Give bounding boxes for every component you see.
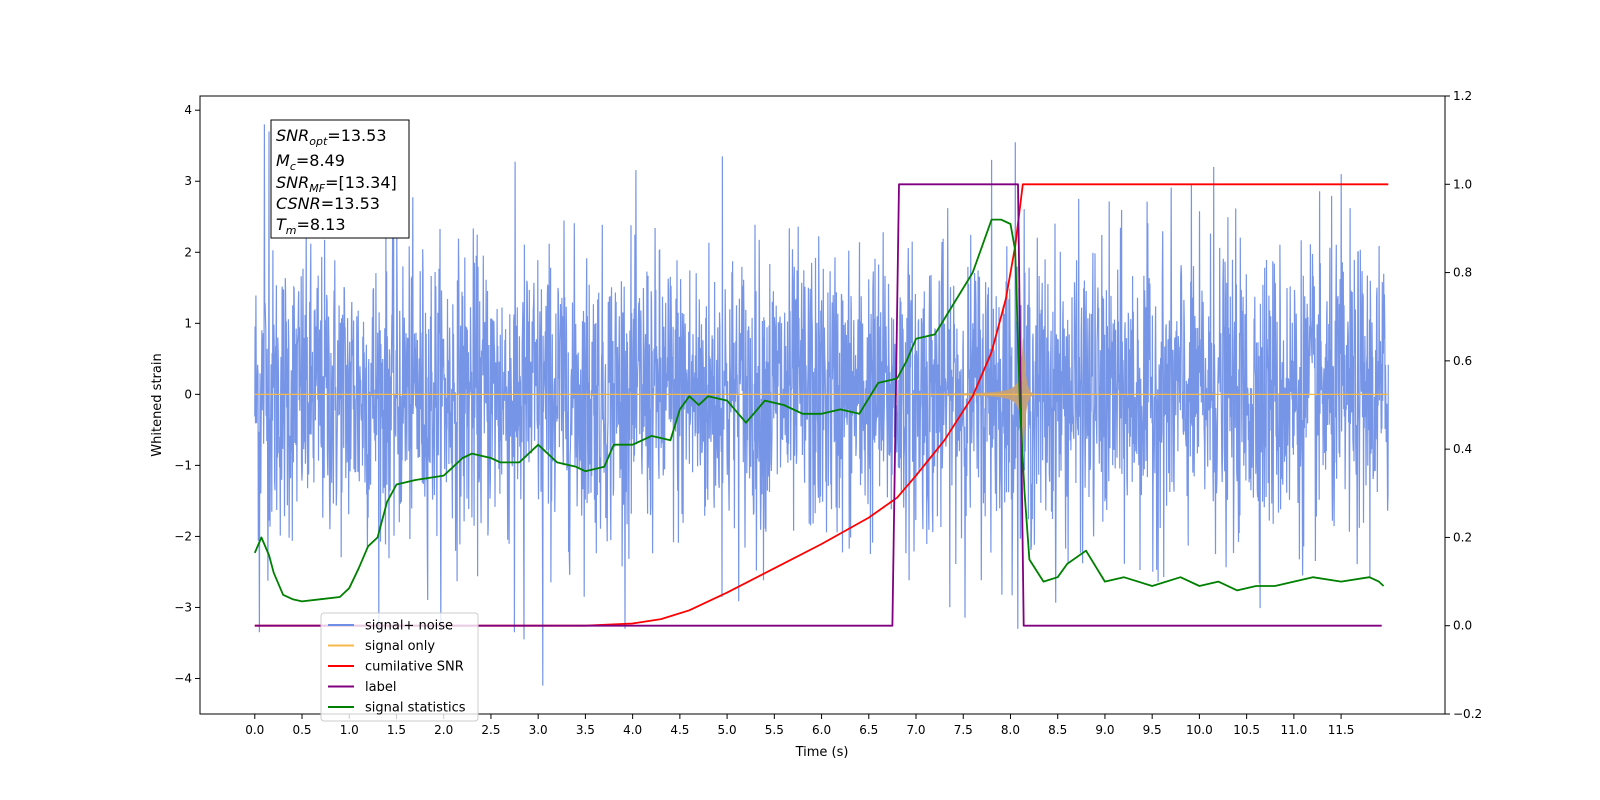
snr-opt-value: =13.53 <box>327 126 386 145</box>
mc-value: =8.49 <box>296 151 345 170</box>
plot-area <box>199 95 1446 715</box>
x-tick-label: 5.5 <box>765 723 784 737</box>
series-signal-only <box>254 336 1389 452</box>
x-tick-label: 2.5 <box>481 723 500 737</box>
x-tick-label: 4.5 <box>670 723 689 737</box>
legend-label: signal statistics <box>365 701 466 716</box>
x-tick-label: 5.0 <box>718 723 737 737</box>
legend: signal+ noise signal only cumilative SNR la… <box>320 612 479 722</box>
annotation-frame <box>270 119 410 239</box>
y-left-tick-label: 3 <box>184 174 192 188</box>
x-tick-label: 1.5 <box>387 723 406 737</box>
x-tick-label: 3.5 <box>576 723 595 737</box>
x-tick-label: 10.5 <box>1233 723 1260 737</box>
x-tick-label: 11.0 <box>1281 723 1308 737</box>
annotation-csnr: CSNR=13.53 <box>276 194 380 213</box>
x-tick-label: 0.5 <box>292 723 311 737</box>
x-tick-label: 6.5 <box>859 723 878 737</box>
y-left-tick-label: 2 <box>184 245 192 259</box>
series-signal-noise <box>254 124 1389 686</box>
y-right-tick-label: −0.2 <box>1453 707 1482 721</box>
snr-opt-sub: opt <box>309 135 328 148</box>
csnr-value: =13.53 <box>321 194 380 213</box>
x-tick-label: 8.5 <box>1048 723 1067 737</box>
x-tick-label: 7.0 <box>906 723 925 737</box>
annotation-mc: Mc=8.49 <box>276 151 345 173</box>
legend-label: signal+ noise <box>365 619 453 634</box>
x-tick-label: 10.0 <box>1186 723 1213 737</box>
y-axis-left-ticks: −4 −3 −2 −1 0 1 2 3 4 <box>174 103 200 685</box>
x-axis-ticks: 0.0 0.5 1.0 1.5 2.0 2.5 3.0 3.5 4.0 4.5 5.0 5.5 6.0 6… <box>245 714 1354 737</box>
tm-sub: m <box>286 224 297 237</box>
y-right-tick-label: 1.0 <box>1453 177 1472 191</box>
x-tick-label: 11.5 <box>1328 723 1355 737</box>
csnr-base: CSNR <box>276 194 321 213</box>
x-tick-label: 9.0 <box>1095 723 1114 737</box>
annotation-snr-opt: SNRopt=13.53 <box>276 126 387 148</box>
y-right-tick-label: 0.8 <box>1453 266 1472 280</box>
annotation-tm: Tm=8.13 <box>276 215 346 237</box>
x-tick-label: 3.0 <box>529 723 548 737</box>
annotation-snr-mf: SNRMF=[13.34] <box>276 173 397 195</box>
x-tick-label: 6.0 <box>812 723 831 737</box>
tm-value: =8.13 <box>297 215 346 234</box>
signal-statistics-line <box>253 218 1385 603</box>
noise-line <box>254 124 1389 686</box>
x-tick-label: 7.5 <box>954 723 973 737</box>
right-axis-series <box>253 183 1389 627</box>
legend-label: signal only <box>365 639 435 654</box>
y-right-tick-label: 0.2 <box>1453 530 1472 544</box>
mc-sub: c <box>290 160 296 173</box>
x-tick-label: 0.0 <box>245 723 264 737</box>
annotation-box: SNRopt=13.53 Mc=8.49 SNRMF=[13.34] CSNR=… <box>270 119 410 239</box>
y-axis-left-label: Whitened strain <box>150 353 165 456</box>
x-tick-label: 1.0 <box>340 723 359 737</box>
legend-frame <box>320 612 479 722</box>
y-left-tick-label: −3 <box>174 600 192 614</box>
y-left-tick-label: 4 <box>184 103 192 117</box>
x-axis-label: Time (s) <box>795 745 849 760</box>
legend-label: label <box>365 680 396 695</box>
mc-base: M <box>276 151 290 170</box>
y-left-tick-label: 0 <box>184 387 192 401</box>
y-left-tick-label: −2 <box>174 529 192 543</box>
y-axis-right-ticks: −0.2 0.0 0.2 0.4 0.6 0.8 1.0 1.2 <box>1445 89 1482 721</box>
tm-base: T <box>276 215 287 234</box>
y-right-tick-label: 0.0 <box>1453 619 1472 633</box>
label-line <box>254 183 1382 627</box>
legend-label: cumilative SNR <box>365 660 464 675</box>
snr-mf-base: SNR <box>276 173 309 192</box>
x-tick-label: 4.0 <box>623 723 642 737</box>
cumulative-snr-line <box>254 183 1389 627</box>
x-tick-label: 8.0 <box>1001 723 1020 737</box>
snr-opt-base: SNR <box>276 126 309 145</box>
y-right-tick-label: 0.6 <box>1453 354 1472 368</box>
y-right-tick-label: 1.2 <box>1453 89 1472 103</box>
y-left-tick-label: −4 <box>174 671 192 685</box>
plot-frame <box>199 95 1446 715</box>
y-left-tick-label: −1 <box>174 458 192 472</box>
snr-mf-sub: MF <box>309 182 325 195</box>
x-tick-label: 2.0 <box>434 723 453 737</box>
y-right-tick-label: 0.4 <box>1453 442 1472 456</box>
x-tick-label: 9.5 <box>1143 723 1162 737</box>
y-left-tick-label: 1 <box>184 316 192 330</box>
snr-mf-value: =[13.34] <box>325 173 397 192</box>
